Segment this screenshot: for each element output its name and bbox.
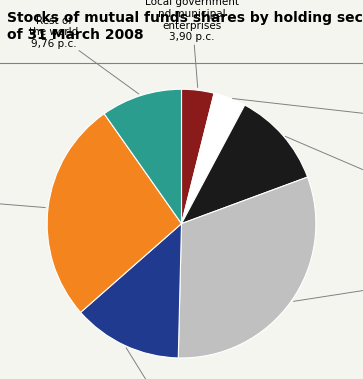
Text: Households incl non-
profit institutions
serving households
26, 72 p.c.: Households incl non- profit institutions… xyxy=(0,174,45,219)
Text: Other private non-financial corporations 13,13 p.c.: Other private non-financial corporations… xyxy=(49,348,314,379)
Text: Local government
nd municipal
enterprises
3,90 p.c.: Local government nd municipal enterprise… xyxy=(145,0,239,88)
Text: Other sectors
3,90 p.c.: Other sectors 3,90 p.c. xyxy=(233,99,363,130)
Text: Insurance
companies
31,01 p.c.: Insurance companies 31,01 p.c. xyxy=(294,268,363,301)
Wedge shape xyxy=(104,89,182,224)
Wedge shape xyxy=(81,224,182,358)
Wedge shape xyxy=(182,89,214,224)
Text: Rest of
the world
9,76 p.c.: Rest of the world 9,76 p.c. xyxy=(29,16,139,94)
Wedge shape xyxy=(182,93,245,224)
Text: Stocks of mutual funds shares by holding sectors as
of 31 March 2008: Stocks of mutual funds shares by holding… xyxy=(7,11,363,42)
Text: Mutual funds
11,57 p.c.: Mutual funds 11,57 p.c. xyxy=(285,136,363,201)
Wedge shape xyxy=(47,114,182,312)
Wedge shape xyxy=(178,177,316,358)
Wedge shape xyxy=(182,105,307,224)
